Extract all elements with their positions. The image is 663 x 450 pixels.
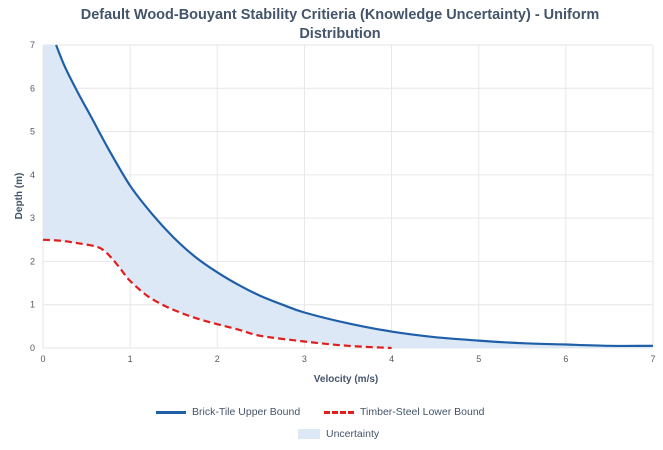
x-tick-label: 0 [40,354,45,364]
x-axis-title: Velocity (m/s) [314,374,378,385]
plot-area: 0 1 2 3 4 5 6 7 0 1 2 3 4 5 6 7 Velocity (m/s) Depth (… [14,40,656,385]
x-tick-label: 6 [563,354,568,364]
legend-swatch-lower [324,410,354,414]
legend-swatch-upper [156,410,186,414]
y-tick-label: 0 [30,343,35,353]
chart-title-line-2: Distribution [299,26,381,42]
x-tick-label: 1 [128,354,133,364]
x-tick-label: 4 [389,354,394,364]
x-tick-label: 7 [650,354,655,364]
legend-label-lower: Timber-Steel Lower Bound [360,406,485,418]
y-tick-label: 1 [30,300,35,310]
y-axis-title: Depth (m) [14,173,25,220]
legend-item-upper: Brick-Tile Upper Bound [156,406,300,418]
y-tick-label: 3 [30,213,35,223]
legend-label-uncertainty: Uncertainty [326,428,380,440]
legend-swatch-uncertainty [298,429,320,439]
chart-title: Default Wood-Bouyant Stability Critieria… [40,6,640,44]
chart-title-line-1: Default Wood-Bouyant Stability Critieria… [80,7,600,23]
y-tick-labels: 0 1 2 3 4 5 6 7 [30,40,35,353]
y-tick-label: 6 [30,83,35,93]
x-tick-label: 3 [302,354,307,364]
y-tick-label: 5 [30,127,35,137]
x-tick-label: 2 [215,354,220,364]
y-tick-label: 2 [30,256,35,266]
y-tick-label: 7 [30,40,35,50]
legend-item-lower: Timber-Steel Lower Bound [324,406,485,418]
legend-item-uncertainty: Uncertainty [298,428,379,440]
y-tick-label: 4 [30,170,35,180]
lower-bound-line [42,238,392,350]
uncertainty-area [43,45,653,348]
upper-bound-line [55,44,654,348]
legend-label-upper: Brick-Tile Upper Bound [192,406,301,418]
x-tick-label: 5 [476,354,481,364]
x-tick-labels: 0 1 2 3 4 5 6 7 [40,354,655,364]
